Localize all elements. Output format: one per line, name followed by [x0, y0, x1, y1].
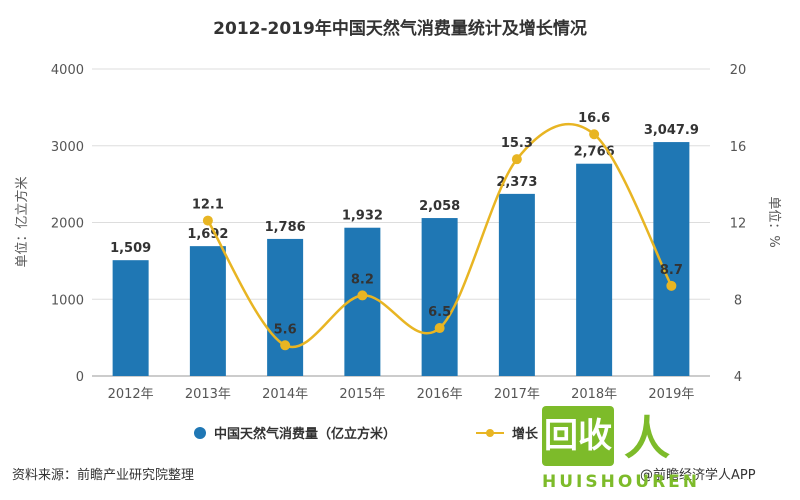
bar-value-label: 2,058 [419, 199, 460, 214]
bar [421, 218, 458, 376]
growth-point [434, 323, 445, 334]
y-tick-label: 1000 [51, 293, 84, 308]
legend-bar-marker [194, 427, 206, 439]
growth-value-label: 5.6 [274, 322, 297, 337]
growth-value-label: 6.5 [428, 305, 451, 320]
bar-value-label: 1,692 [187, 227, 228, 242]
bar [112, 260, 149, 376]
growth-value-label: 12.1 [192, 198, 224, 213]
left-axis: 0 1000 2000 3000 4000 [51, 63, 84, 385]
bar-value-label: 2,766 [574, 145, 615, 160]
growth-point [280, 340, 291, 351]
legend-line-label: 增长 [512, 426, 539, 442]
line-series: 12.1 5.6 8.2 6.5 15.3 16.6 8.7 [192, 111, 683, 351]
watermark-word: HUISHOUREN [542, 472, 701, 492]
growth-value-label: 8.2 [351, 272, 374, 287]
growth-value-label: 16.6 [578, 111, 610, 126]
right-axis: 4 8 12 16 20 [730, 63, 747, 385]
bar-value-label: 1,932 [342, 209, 383, 224]
bar [498, 193, 535, 376]
x-axis: 2012年 2013年 2014年 2015年 2016年 2017年 2018年 2019年 [108, 387, 695, 402]
bar [267, 238, 304, 376]
y2-tick-label: 20 [730, 63, 747, 78]
growth-point [357, 290, 368, 301]
bar-value-label: 1,786 [265, 220, 306, 235]
growth-point [589, 129, 600, 140]
x-tick-label: 2013年 [185, 387, 231, 402]
x-tick-label: 2014年 [262, 387, 308, 402]
legend-bar-label: 中国天然气消费量（亿立方米） [214, 426, 396, 442]
bar [576, 163, 613, 376]
source-note: 资料来源：前瞻产业研究院整理 [12, 468, 195, 483]
y-tick-label: 0 [76, 370, 84, 385]
x-tick-label: 2019年 [648, 387, 694, 402]
x-tick-label: 2017年 [494, 387, 540, 402]
y-tick-label: 3000 [51, 140, 84, 155]
legend-line-dot [486, 429, 494, 437]
bar [189, 246, 226, 376]
growth-point [666, 280, 677, 291]
x-tick-label: 2016年 [417, 387, 463, 402]
y2-tick-label: 16 [730, 140, 747, 155]
legend: 中国天然气消费量（亿立方米） 增长 [194, 426, 539, 442]
y-tick-label: 4000 [51, 63, 84, 78]
chart-title: 2012-2019年中国天然气消费量统计及增长情况 [213, 18, 587, 39]
watermark-box: 回收 [542, 406, 614, 466]
grid [92, 68, 710, 377]
watermark-logo: 回收 人 HUISHOUREN [528, 402, 778, 492]
bar-value-label: 1,509 [110, 241, 151, 256]
x-tick-label: 2018年 [571, 387, 617, 402]
y2-tick-label: 12 [730, 217, 747, 232]
y2-tick-label: 8 [734, 293, 742, 308]
y2-axis-title: 单位：% [766, 196, 781, 247]
credit-note: @前瞻经济学人APP [640, 468, 756, 483]
x-tick-label: 2012年 [108, 387, 154, 402]
y-tick-label: 2000 [51, 217, 84, 232]
watermark-mark: 人 [624, 411, 670, 465]
growth-value-label: 15.3 [501, 136, 533, 151]
bar-value-label: 3,047.9 [644, 123, 699, 138]
growth-value-label: 8.7 [660, 263, 683, 278]
growth-point [511, 154, 522, 165]
y-axis-title: 单位：亿立方米 [14, 176, 30, 267]
x-tick-label: 2015年 [339, 387, 385, 402]
growth-point [202, 215, 213, 226]
y2-tick-label: 4 [734, 370, 742, 385]
